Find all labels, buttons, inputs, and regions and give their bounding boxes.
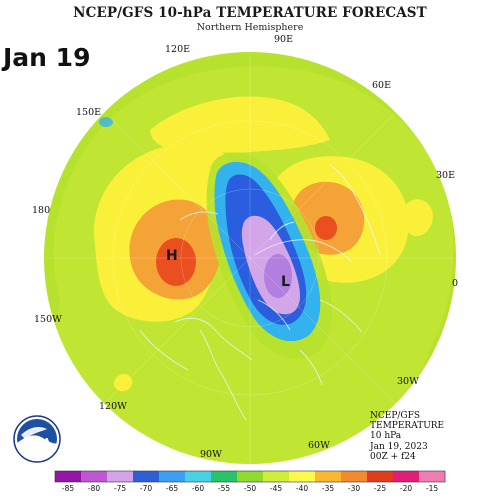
colorbar-swatch	[419, 471, 446, 482]
colorbar-tick-label: -30	[347, 484, 361, 493]
lon-label-150w: 150W	[34, 314, 62, 325]
low-center-mark: L	[281, 274, 290, 290]
forecast-info-block: NCEP/GFS TEMPERATURE 10 hPa Jan 19, 2023…	[370, 411, 444, 462]
colorbar-tick-label: -60	[191, 484, 205, 493]
lon-label-180: 180	[32, 205, 51, 216]
colorbar-swatch	[367, 471, 394, 482]
graticule	[44, 52, 456, 464]
map-subtitle: Northern Hemisphere	[196, 22, 304, 33]
lon-label-30w: 30W	[397, 376, 419, 387]
violet-center	[264, 254, 292, 298]
info-line-variable: TEMPERATURE	[370, 421, 445, 432]
colorbar-tick-label: -40	[295, 484, 309, 493]
colorbar-tick-label: -50	[243, 484, 257, 493]
colorbar-swatch	[159, 471, 186, 482]
colorbar-tick-label: -70	[139, 484, 153, 493]
lon-label-120e: 120E	[165, 44, 191, 55]
colorbar	[54, 470, 446, 483]
colorbar-frame	[54, 470, 446, 483]
colorbar-swatch	[289, 471, 316, 482]
colorbar-swatch	[393, 471, 420, 482]
colorbar-swatch	[133, 471, 160, 482]
colorbar-tick-label: -75	[113, 484, 127, 493]
info-line-valid: 00Z + f24	[370, 451, 416, 462]
colorbar-tick-label: -55	[217, 484, 231, 493]
yellow-blob-east-edge	[402, 199, 433, 237]
yellow-blob-southwest	[114, 374, 133, 392]
colorbar-tick-label: -35	[321, 484, 335, 493]
colorbar-tick-label: -80	[87, 484, 101, 493]
date-stamp: Jan 19	[3, 43, 91, 72]
colorbar-tick-label: -45	[269, 484, 283, 493]
colorbar-tick-label: -65	[165, 484, 179, 493]
lon-label-30e: 30E	[436, 170, 456, 181]
coastlines	[139, 164, 381, 421]
lon-label-60e: 60E	[372, 80, 392, 91]
logo-lettering: NOAA	[24, 437, 50, 446]
colorbar-swatch	[315, 471, 342, 482]
info-line-model: NCEP/GFS	[370, 411, 421, 421]
lon-label-150e: 150E	[76, 107, 102, 118]
colorbar-swatch	[263, 471, 290, 482]
noaa-logo: NOAA	[13, 415, 61, 463]
lon-label-0: 0	[452, 278, 459, 289]
map-title: NCEP/GFS 10-hPa TEMPERATURE FORECAST	[73, 5, 427, 21]
lon-label-90e: 90E	[274, 34, 294, 45]
colorbar-swatch	[211, 471, 238, 482]
info-line-date: Jan 19, 2023	[370, 441, 428, 452]
colorbar-tick-label: -85	[61, 484, 75, 493]
red-core-east	[315, 216, 337, 240]
lon-label-90w: 90W	[200, 449, 222, 460]
colorbar-tick-label: -25	[373, 484, 387, 493]
colorbar-swatch	[55, 471, 82, 482]
high-center-mark: H	[166, 248, 178, 264]
lon-label-60w: 60W	[308, 440, 330, 451]
yellow-band-north	[150, 96, 330, 153]
colorbar-tick-label: -20	[399, 484, 413, 493]
colorbar-tick-label: -15	[425, 484, 439, 493]
colorbar-swatch	[81, 471, 108, 482]
colorbar-swatch	[237, 471, 264, 482]
colorbar-swatch	[185, 471, 212, 482]
info-line-level: 10 hPa	[370, 431, 402, 442]
blue-spot-northwest	[99, 117, 113, 127]
colorbar-swatch	[107, 471, 134, 482]
red-core-west	[156, 238, 196, 286]
lon-label-120w: 120W	[99, 401, 127, 412]
colorbar-swatch	[341, 471, 368, 482]
